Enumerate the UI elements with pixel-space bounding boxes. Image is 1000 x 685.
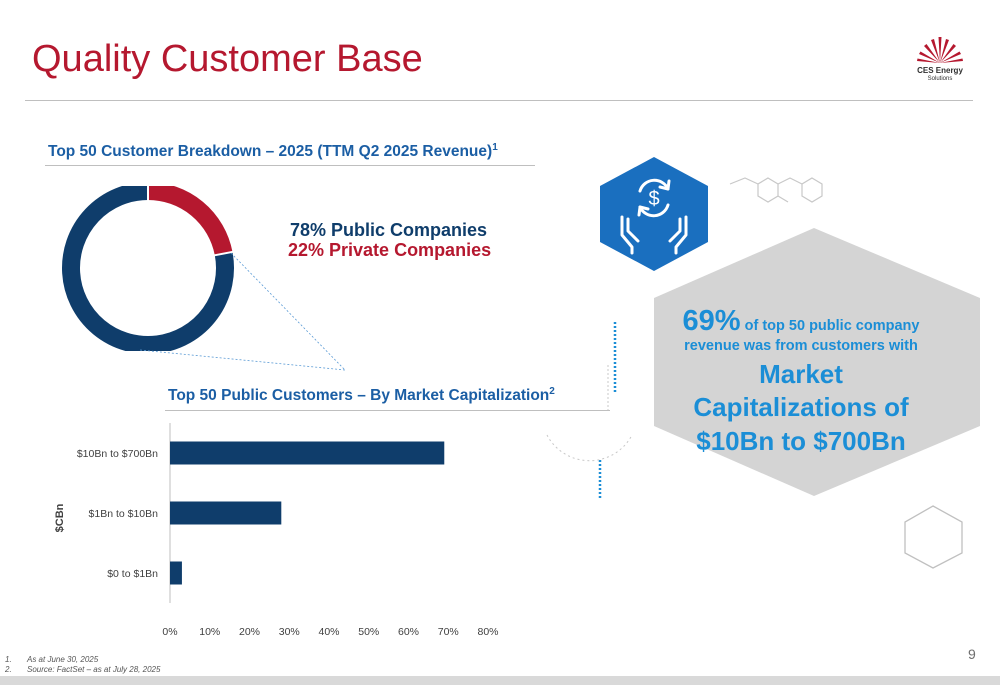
bar-heading-text: Top 50 Public Customers – By Market Capi…: [168, 387, 550, 405]
y-axis-label: $CBn: [54, 503, 66, 532]
footnote-2-text: Source: FactSet – as at July 28, 2025: [27, 665, 161, 674]
footnote-1: 1. As at June 30, 2025: [5, 655, 98, 664]
bar-2: [170, 501, 282, 525]
stat-hexagon-background: [654, 228, 980, 496]
title-divider: [25, 100, 973, 101]
hands-dollar-cycle-icon: $: [600, 157, 708, 271]
dotted-lines-decoration: [546, 322, 633, 500]
stat-text-line2: revenue was from customers with: [684, 338, 918, 354]
footnote-1-number: 1.: [5, 655, 12, 664]
category-label: $10Bn to $700Bn: [77, 448, 158, 460]
donut-slice-private-companies: [147, 186, 233, 256]
public-companies-label: 78% Public Companies: [290, 220, 488, 240]
stat-text-line5: $10Bn to $700Bn: [696, 426, 906, 456]
callout-line-lower: [139, 349, 346, 371]
stat-callout: 69% of top 50 public company revenue was…: [656, 305, 946, 458]
x-tick-label: 40%: [318, 626, 339, 638]
bar-heading-divider: [165, 410, 610, 411]
page-title: Quality Customer Base: [32, 38, 423, 80]
stat-percent: 69%: [682, 305, 741, 337]
bar-3: [170, 561, 182, 585]
molecule-icon: [729, 177, 823, 203]
svg-text:$: $: [648, 188, 659, 210]
stat-text-line4: Capitalizations of: [693, 392, 909, 422]
x-tick-label: 50%: [358, 626, 379, 638]
private-companies-label: 22% Private Companies: [288, 240, 492, 260]
donut-slice-public-companies: [62, 186, 234, 351]
x-tick-label: 10%: [199, 626, 220, 638]
small-hexagon-outline: [904, 505, 963, 569]
callout-line-upper: [230, 252, 346, 371]
donut-heading: Top 50 Customer Breakdown – 2025 (TTM Q2…: [48, 142, 498, 161]
footnote-2: 2. Source: FactSet – as at July 28, 2025: [5, 665, 160, 674]
stat-text-line3: Market: [759, 359, 843, 389]
ces-sunburst-logo-icon: [917, 37, 963, 63]
donut-heading-footnote-ref: 1: [492, 142, 498, 153]
market-cap-bar-chart: $10Bn to $700Bn $1Bn to $10Bn $0 to $1Bn 0%…: [54, 423, 499, 638]
logo-name: CES Energy: [917, 66, 963, 75]
donut-heading-text: Top 50 Customer Breakdown – 2025 (TTM Q2…: [48, 143, 493, 161]
donut-separator: [213, 250, 234, 257]
callout-connector: [139, 252, 346, 371]
bar-heading: Top 50 Public Customers – By Market Capi…: [168, 386, 555, 405]
x-tick-label: 70%: [438, 626, 459, 638]
customer-breakdown-donut: [62, 186, 234, 351]
decorative-graphics: [546, 177, 963, 569]
bar-1: [170, 441, 445, 465]
x-tick-label: 80%: [477, 626, 498, 638]
category-label: $1Bn to $10Bn: [89, 508, 159, 520]
x-tick-label: 20%: [239, 626, 260, 638]
ces-logo: CES Energy Solutions: [905, 33, 975, 91]
x-tick-label: 60%: [398, 626, 419, 638]
page-number: 9: [968, 646, 976, 662]
x-tick-label: 30%: [279, 626, 300, 638]
logo-subname: Solutions: [927, 76, 953, 82]
x-tick-label: 0%: [162, 626, 177, 638]
footnote-1-text: As at June 30, 2025: [27, 655, 99, 664]
bar-heading-footnote-ref: 2: [549, 386, 555, 397]
stat-text-line1: of top 50 public company: [740, 318, 920, 334]
donut-heading-divider: [45, 165, 535, 166]
category-label: $0 to $1Bn: [107, 568, 158, 580]
footer-bar: [0, 676, 1000, 685]
footnote-2-number: 2.: [5, 665, 12, 674]
